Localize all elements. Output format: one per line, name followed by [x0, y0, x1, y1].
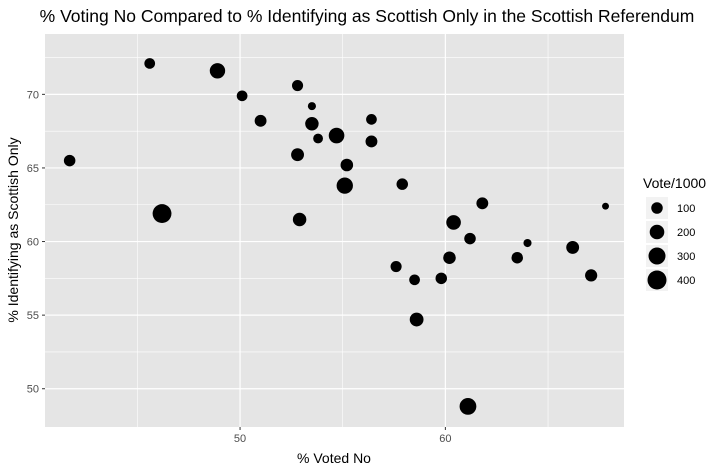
- legend-items: 100 200 300 400: [646, 197, 695, 291]
- y-tick-label: 50: [27, 384, 39, 396]
- y-tick-label: 70: [27, 89, 39, 101]
- data-point: [336, 177, 353, 194]
- data-point: [291, 148, 304, 162]
- x-tick-label: 50: [234, 433, 246, 445]
- data-point: [254, 114, 267, 127]
- legend-label: 100: [677, 203, 695, 215]
- y-axis: 50 55 60 65 70: [27, 89, 45, 396]
- x-tick-label: 60: [439, 433, 451, 445]
- data-point: [523, 238, 532, 248]
- legend-key-circle: [651, 202, 663, 214]
- data-point: [459, 398, 477, 415]
- data-point: [585, 269, 598, 282]
- legend-label: 300: [677, 251, 695, 263]
- data-point: [209, 63, 226, 79]
- data-point: [443, 251, 456, 265]
- data-point: [390, 261, 402, 273]
- data-point: [365, 135, 378, 148]
- data-point: [409, 312, 424, 327]
- y-axis-title: % Identifying as Scottish Only: [5, 137, 21, 322]
- data-point: [292, 212, 307, 227]
- y-tick-label: 65: [27, 163, 39, 175]
- data-point: [566, 240, 580, 254]
- data-point: [305, 117, 319, 131]
- data-point: [511, 251, 523, 264]
- data-point: [396, 178, 409, 190]
- x-axis-title: % Voted No: [297, 450, 371, 466]
- data-point: [409, 274, 420, 286]
- data-point: [464, 232, 476, 245]
- y-tick-label: 60: [27, 237, 39, 249]
- legend-key-circle: [647, 270, 667, 290]
- data-point: [435, 272, 448, 285]
- data-point: [291, 79, 304, 92]
- data-point: [340, 158, 354, 172]
- x-axis: 50 60: [234, 427, 451, 445]
- legend-title: Vote/1000: [643, 175, 706, 191]
- y-tick-label: 55: [27, 310, 39, 322]
- chart-title: % Voting No Compared to % Identifying as…: [40, 6, 695, 26]
- data-point: [307, 102, 316, 111]
- data-point: [63, 154, 76, 167]
- data-point: [152, 204, 172, 223]
- size-legend: Vote/1000 100 200 300 400: [643, 175, 706, 291]
- data-point: [236, 90, 248, 102]
- data-point: [328, 127, 345, 144]
- data-point: [366, 114, 377, 125]
- data-point: [446, 215, 461, 230]
- legend-label: 400: [677, 275, 695, 287]
- data-point: [144, 58, 156, 69]
- data-point: [602, 202, 609, 210]
- data-point: [313, 133, 323, 144]
- legend-key-circle: [648, 247, 666, 265]
- legend-label: 200: [677, 227, 695, 239]
- legend-key-circle: [649, 224, 665, 240]
- plot-panel: [45, 34, 624, 427]
- data-points: [63, 58, 609, 415]
- data-point: [476, 197, 489, 210]
